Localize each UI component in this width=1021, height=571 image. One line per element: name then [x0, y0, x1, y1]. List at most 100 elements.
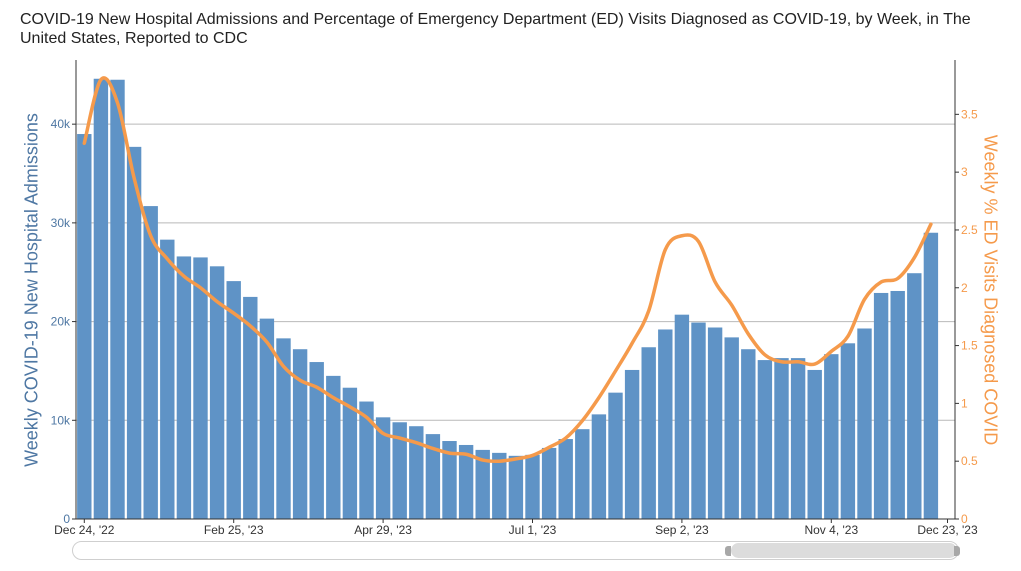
x-tick-label: Apr 29, '23: [354, 523, 412, 537]
bar: [591, 414, 607, 519]
line-point: [166, 257, 169, 260]
bar: [276, 338, 291, 519]
line-point: [182, 275, 185, 278]
y-tick-label: 40k: [51, 117, 71, 131]
bar: [691, 322, 706, 519]
line-point: [232, 312, 235, 315]
bar: [558, 439, 573, 519]
bar: [309, 362, 324, 519]
bar: [209, 266, 225, 519]
bar: [425, 434, 441, 519]
bar: [608, 392, 623, 519]
bar: [492, 452, 507, 519]
line-point: [398, 437, 401, 440]
bar: [193, 257, 208, 519]
line-point: [896, 277, 899, 280]
bar: [774, 358, 789, 519]
y2-tick-label: 2: [961, 281, 968, 295]
line-point: [597, 396, 600, 399]
x-tick-label: Jul 1, '23: [509, 523, 557, 537]
bar: [674, 314, 690, 519]
y-tick-label: 0: [63, 512, 70, 526]
line-point: [664, 248, 667, 251]
y2-tick-label: 2.5: [961, 223, 978, 237]
line-point: [514, 457, 517, 460]
bar: [442, 441, 457, 519]
line-point: [813, 363, 816, 366]
bar: [359, 401, 374, 519]
bar: [707, 327, 723, 519]
bar: [724, 337, 739, 519]
line-point: [697, 240, 700, 243]
bar: [857, 328, 872, 519]
line-point: [647, 309, 650, 312]
y2-tick-label: 0.5: [961, 454, 978, 468]
y2-tick-label: 3: [961, 165, 968, 179]
bar: [807, 369, 822, 519]
bar: [475, 449, 490, 519]
x-tick-label: Dec 24, '22: [54, 523, 115, 537]
line-point: [299, 379, 302, 382]
bar: [176, 256, 192, 519]
bar: [824, 354, 839, 519]
y2-tick-label: 1: [961, 396, 968, 410]
bar: [409, 426, 424, 519]
line-point: [431, 447, 434, 450]
range-handle-right[interactable]: [954, 546, 960, 556]
y-tick-label: 30k: [51, 216, 71, 230]
line-point: [846, 335, 849, 338]
line-point: [747, 333, 750, 336]
bar-series: [77, 78, 939, 520]
bar: [93, 78, 109, 520]
left-y-ticks: 0 10k 20k 30k 40k: [51, 117, 76, 526]
line-point: [498, 460, 501, 463]
bar: [790, 358, 806, 519]
bar: [525, 454, 540, 519]
bar: [326, 375, 341, 519]
line-point: [929, 223, 932, 226]
line-series: [82, 76, 933, 464]
bar: [624, 369, 640, 519]
line-point: [149, 234, 152, 237]
range-scrollbar-thumb[interactable]: [731, 543, 957, 558]
axes: [75, 60, 956, 520]
gridlines: [76, 123, 955, 421]
line-point: [548, 446, 551, 449]
line-point: [680, 234, 683, 237]
bar: [907, 273, 922, 519]
line-point: [83, 142, 86, 145]
bar: [840, 343, 856, 519]
bar: [541, 447, 557, 519]
x-tick-label: Feb 25, '23: [204, 523, 264, 537]
y2-tick-label: 3.5: [961, 107, 978, 121]
x-tick-label: Dec 23, '23: [917, 523, 978, 537]
bar: [243, 296, 258, 519]
chart-title: COVID-19 New Hospital Admissions and Per…: [20, 11, 971, 47]
line-point: [880, 280, 883, 283]
y2-tick-label: 1.5: [961, 339, 978, 353]
range-handle-left[interactable]: [725, 546, 731, 556]
line-point: [863, 298, 866, 301]
line-point: [199, 286, 202, 289]
line-point: [631, 342, 634, 345]
ed-percent-line: [82, 76, 933, 464]
line-point: [481, 459, 484, 462]
line-point: [365, 416, 368, 419]
bar: [126, 146, 142, 520]
line-point: [133, 176, 136, 179]
line-point: [465, 453, 468, 456]
line-point: [614, 370, 617, 373]
line-point: [448, 452, 451, 455]
line-point: [116, 101, 119, 104]
left-y-axis-label: Weekly COVID-19 New Hospital Admissions: [21, 113, 42, 467]
bar: [292, 349, 308, 519]
bar: [110, 79, 125, 519]
y-tick-label: 20k: [51, 315, 71, 329]
y-tick-label: 10k: [51, 413, 71, 427]
right-y-ticks: 0 0.5 1 1.5 2 2.5 3 3.5: [955, 107, 978, 526]
bar: [375, 417, 391, 519]
bar: [741, 349, 756, 519]
x-tick-label: Nov 4, '23: [804, 523, 858, 537]
line-point: [780, 360, 783, 363]
